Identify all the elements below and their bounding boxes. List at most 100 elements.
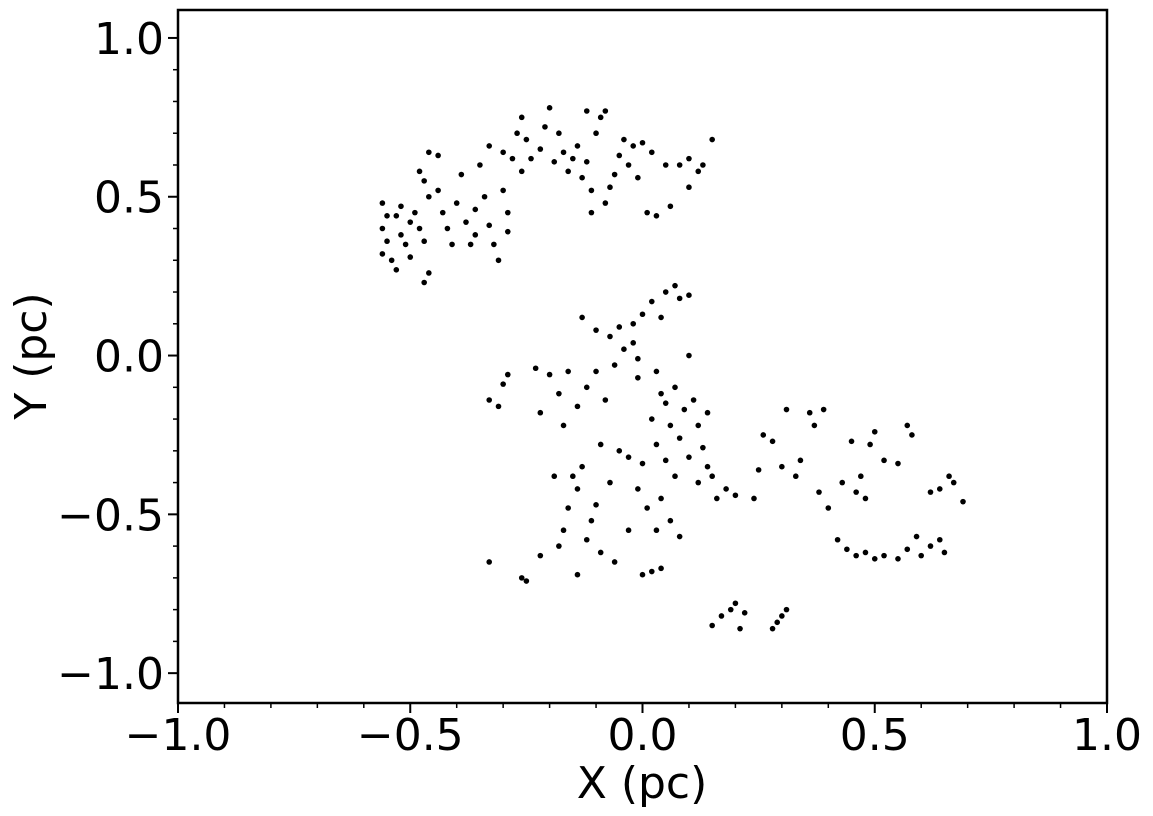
point xyxy=(871,556,878,562)
point xyxy=(384,213,390,219)
point xyxy=(644,209,650,216)
plot-frame xyxy=(176,8,1109,705)
point xyxy=(760,432,767,438)
point xyxy=(630,143,637,149)
point xyxy=(648,149,655,156)
point xyxy=(472,232,479,238)
point xyxy=(500,149,506,156)
point xyxy=(616,152,623,159)
point xyxy=(621,136,627,143)
point xyxy=(806,409,813,416)
point xyxy=(398,203,404,210)
point xyxy=(537,146,544,152)
point xyxy=(686,184,692,191)
point xyxy=(384,238,390,245)
point xyxy=(783,406,790,413)
point xyxy=(950,479,957,486)
y-axis-label: Y (pc) xyxy=(6,292,57,420)
point xyxy=(523,578,530,584)
point xyxy=(607,184,613,191)
point xyxy=(435,187,441,194)
point xyxy=(467,241,474,248)
point xyxy=(574,486,581,492)
point xyxy=(635,374,641,381)
point xyxy=(667,203,674,210)
point xyxy=(458,171,465,178)
point xyxy=(871,428,878,435)
point xyxy=(523,136,530,143)
point xyxy=(570,473,576,480)
point xyxy=(486,559,493,565)
point xyxy=(449,241,455,248)
point xyxy=(426,270,432,276)
point xyxy=(727,606,734,613)
x-tick-label: 0.5 xyxy=(840,710,910,761)
point xyxy=(927,543,934,549)
point xyxy=(426,193,432,200)
point xyxy=(648,416,655,422)
point xyxy=(486,222,493,229)
point xyxy=(625,162,632,168)
point xyxy=(811,422,818,429)
point xyxy=(500,187,506,194)
point xyxy=(723,486,729,492)
point xyxy=(686,155,692,162)
point xyxy=(825,505,832,511)
point xyxy=(672,282,678,289)
point xyxy=(402,241,409,248)
point xyxy=(709,622,715,629)
point xyxy=(653,368,660,375)
point xyxy=(393,266,400,273)
point xyxy=(653,213,660,219)
point xyxy=(695,479,702,486)
point xyxy=(630,340,637,346)
point xyxy=(560,527,567,534)
point xyxy=(741,610,748,616)
point xyxy=(862,495,869,502)
point xyxy=(556,390,562,397)
point xyxy=(904,546,911,553)
point xyxy=(537,409,544,416)
point xyxy=(792,473,799,480)
point xyxy=(858,473,864,480)
point xyxy=(579,463,585,470)
point xyxy=(709,473,715,480)
point xyxy=(597,114,604,121)
point xyxy=(844,546,850,553)
point xyxy=(565,168,571,175)
point xyxy=(398,232,404,238)
point xyxy=(509,155,516,162)
point xyxy=(895,460,901,467)
point xyxy=(602,397,609,403)
point xyxy=(737,625,743,632)
point xyxy=(732,600,739,607)
point xyxy=(686,454,692,460)
point xyxy=(546,105,553,111)
point xyxy=(676,533,683,540)
point xyxy=(616,448,623,454)
point xyxy=(504,228,511,235)
point xyxy=(518,575,525,581)
point xyxy=(518,168,525,175)
point xyxy=(681,406,688,413)
point xyxy=(556,130,562,137)
point xyxy=(532,365,539,372)
point xyxy=(574,143,581,149)
point xyxy=(853,552,859,559)
point xyxy=(574,571,581,578)
point xyxy=(927,489,934,495)
point xyxy=(630,320,637,327)
point xyxy=(583,108,590,114)
point xyxy=(551,473,558,480)
point xyxy=(579,314,585,321)
point xyxy=(388,257,395,264)
point xyxy=(407,219,414,225)
point xyxy=(639,460,646,467)
point xyxy=(556,543,562,549)
point xyxy=(439,209,446,216)
point xyxy=(597,441,604,448)
point xyxy=(672,473,678,480)
point xyxy=(714,495,720,502)
point xyxy=(718,613,725,619)
